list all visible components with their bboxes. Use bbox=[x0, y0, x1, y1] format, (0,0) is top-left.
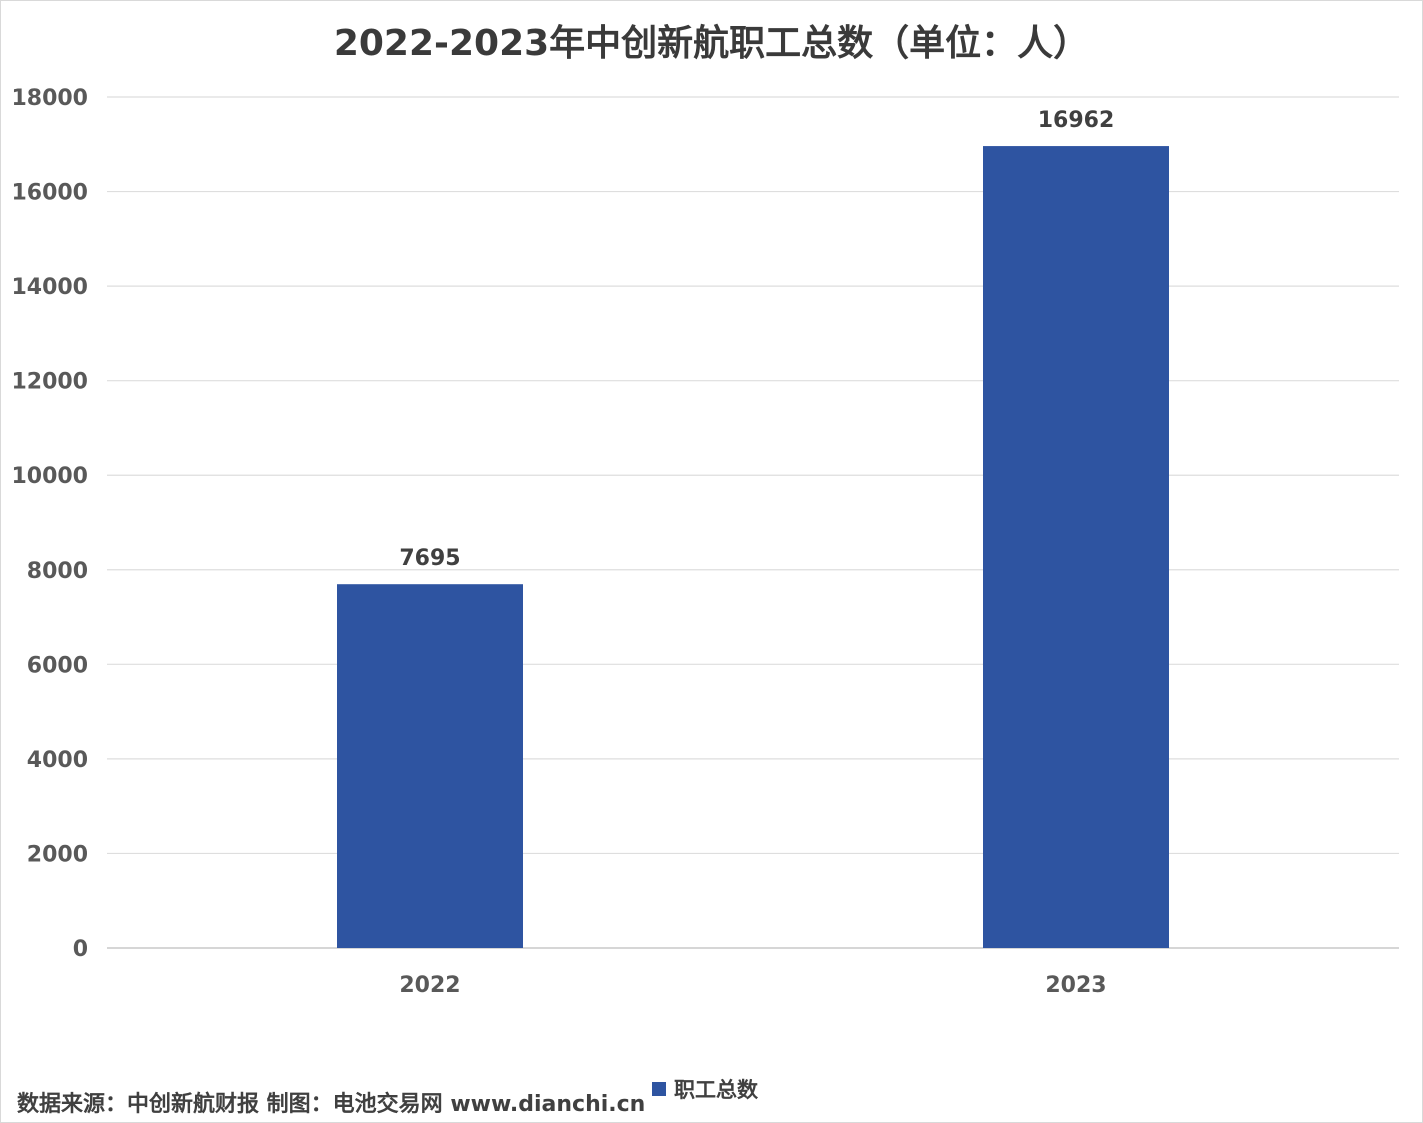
x-tick-label: 2023 bbox=[1045, 973, 1106, 998]
source-note: 数据来源：中创新航财报 制图：电池交易网 www.dianchi.cn bbox=[17, 1092, 646, 1117]
y-tick-label: 16000 bbox=[11, 181, 88, 206]
y-tick-label: 10000 bbox=[11, 464, 88, 489]
y-tick-label: 14000 bbox=[11, 275, 88, 300]
bar bbox=[983, 146, 1169, 948]
data-label: 7695 bbox=[399, 546, 460, 571]
data-label: 16962 bbox=[1038, 108, 1115, 133]
bar bbox=[337, 584, 523, 948]
y-tick-label: 8000 bbox=[27, 559, 88, 584]
chart-title: 2022-2023年中创新航职工总数（单位：人） bbox=[333, 23, 1090, 64]
y-tick-label: 6000 bbox=[27, 653, 88, 678]
y-tick-label: 0 bbox=[73, 937, 88, 962]
y-tick-label: 4000 bbox=[27, 748, 88, 773]
y-tick-label: 12000 bbox=[11, 370, 88, 395]
y-tick-label: 2000 bbox=[27, 842, 88, 867]
legend-label: 职工总数 bbox=[674, 1078, 758, 1102]
legend: 职工总数 bbox=[652, 1074, 758, 1104]
x-tick-label: 2022 bbox=[399, 973, 460, 998]
legend-swatch bbox=[652, 1082, 666, 1096]
y-tick-label: 18000 bbox=[11, 86, 88, 111]
